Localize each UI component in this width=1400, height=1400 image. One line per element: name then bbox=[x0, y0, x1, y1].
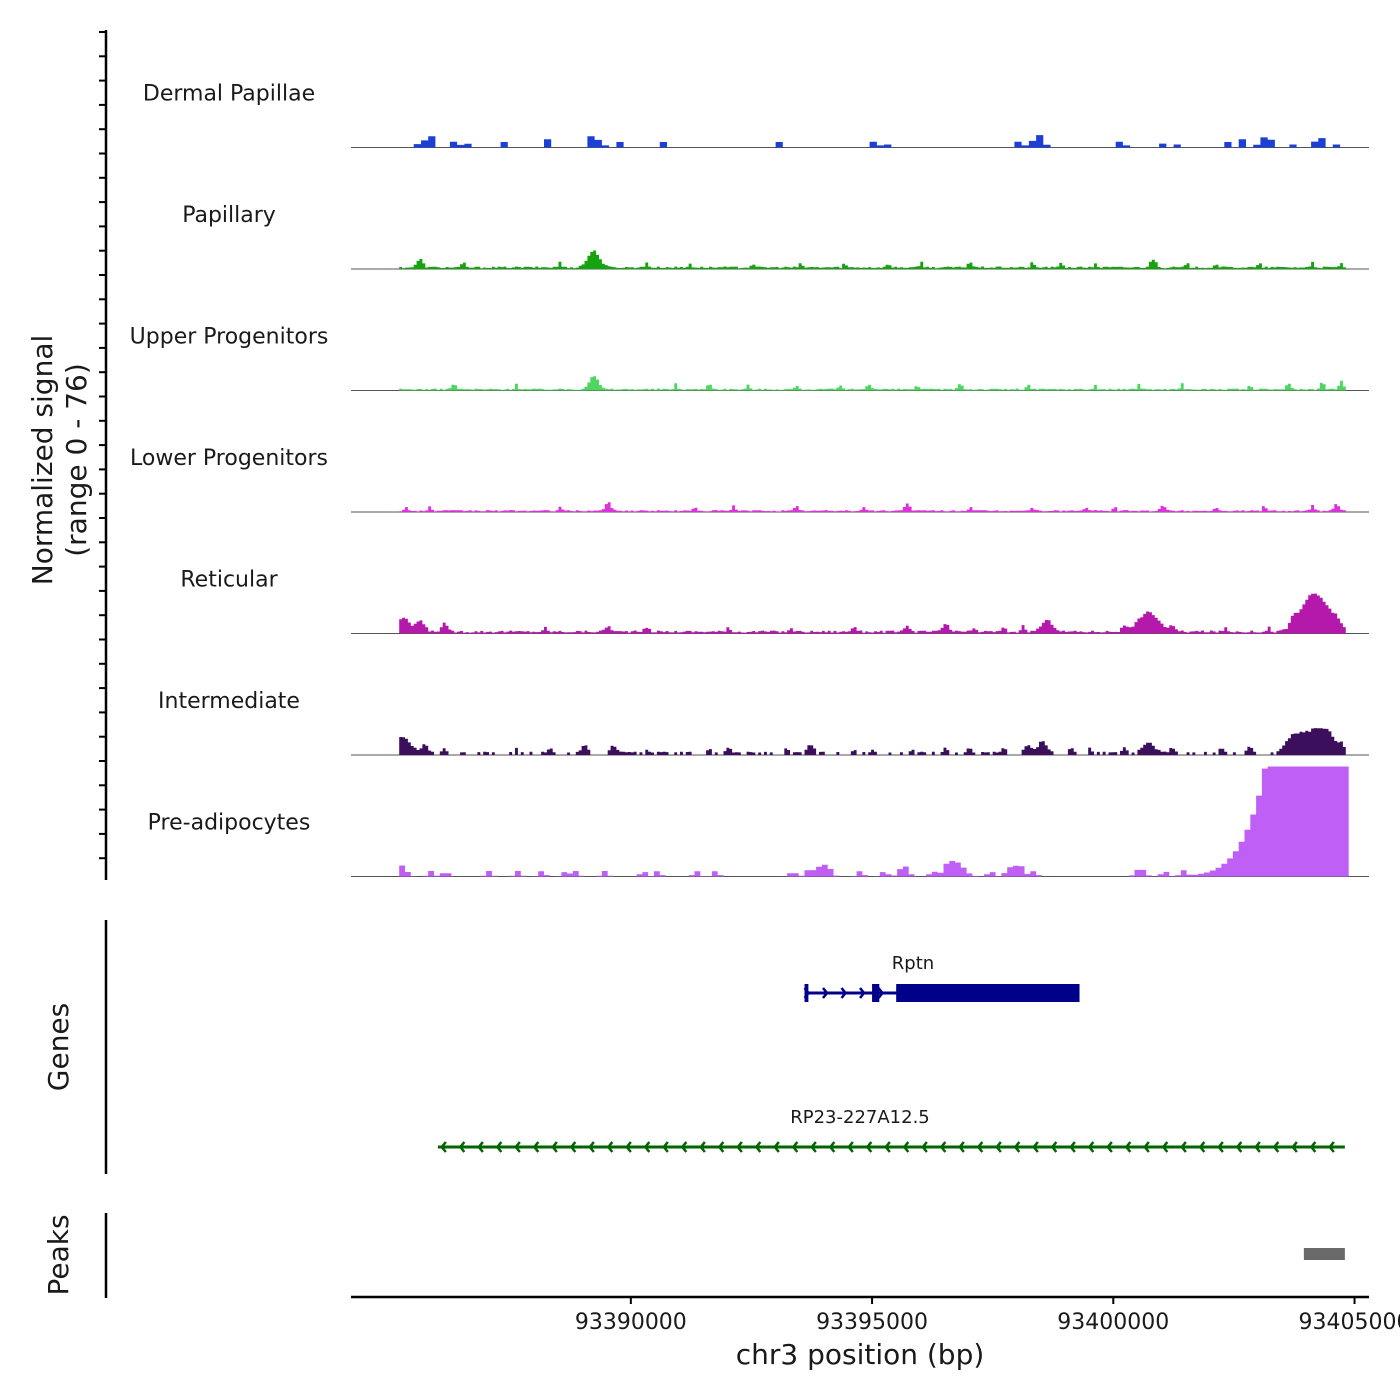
strand-arrow bbox=[551, 1141, 558, 1153]
strand-arrow bbox=[699, 1141, 706, 1153]
track-label: Pre-adipocytes bbox=[148, 811, 311, 836]
track-4: Reticular bbox=[180, 568, 1369, 634]
strand-arrow bbox=[754, 1141, 762, 1153]
gene-0: Rptn bbox=[803, 953, 1080, 1002]
track-signal-area bbox=[399, 502, 1346, 512]
strand-arrow bbox=[662, 1141, 669, 1153]
track-signal-area bbox=[399, 250, 1346, 269]
strand-arrow bbox=[1254, 1141, 1261, 1153]
strand-arrow bbox=[976, 1141, 984, 1153]
strand-arrow bbox=[1143, 1141, 1150, 1153]
strand-arrow bbox=[643, 1141, 651, 1153]
strand-arrow bbox=[495, 1141, 503, 1153]
track-label: Upper Progenitors bbox=[130, 325, 329, 350]
gene-exon bbox=[872, 984, 880, 1002]
peak-regions bbox=[1303, 1248, 1345, 1260]
strand-arrow bbox=[1124, 1141, 1132, 1153]
strand-arrow bbox=[884, 1141, 891, 1153]
track-3: Lower Progenitors bbox=[130, 446, 1369, 513]
x-tick-label: 93395000 bbox=[816, 1310, 928, 1335]
strand-arrow bbox=[1235, 1141, 1243, 1153]
strand-arrow bbox=[958, 1141, 965, 1153]
track-2: Upper Progenitors bbox=[130, 325, 1369, 391]
strand-arrow bbox=[995, 1141, 1002, 1153]
track-1: Papillary bbox=[182, 203, 1369, 270]
strand-arrow bbox=[865, 1141, 873, 1153]
y-axis-label-line1: Normalized signal bbox=[26, 335, 59, 586]
track-signal-area bbox=[399, 593, 1346, 634]
track-label: Papillary bbox=[182, 203, 276, 228]
strand-arrow bbox=[1328, 1141, 1335, 1153]
y-axis-label-line2: (range 0 - 76) bbox=[60, 363, 93, 557]
strand-arrow bbox=[1161, 1141, 1169, 1153]
x-tick-label: 93405000 bbox=[1299, 1310, 1400, 1335]
strand-arrow bbox=[1272, 1141, 1280, 1153]
genes-label: Genes bbox=[42, 1003, 75, 1091]
strand-arrow bbox=[902, 1141, 910, 1153]
strand-arrow bbox=[1180, 1141, 1187, 1153]
gene-name: RP23-227A12.5 bbox=[790, 1107, 930, 1128]
strand-arrow bbox=[1217, 1141, 1224, 1153]
strand-arrow bbox=[791, 1141, 799, 1153]
strand-arrow bbox=[859, 987, 866, 999]
coverage-tracks: Dermal Papillae Papillary Upper Progenitor… bbox=[130, 82, 1369, 877]
gene-annotations: Rptn RP23-227A12.5 bbox=[437, 953, 1345, 1153]
strand-arrow bbox=[810, 1141, 817, 1153]
track-signal-area bbox=[399, 376, 1346, 391]
strand-arrow bbox=[1050, 1141, 1058, 1153]
strand-arrow bbox=[458, 1141, 466, 1153]
strand-arrow bbox=[532, 1141, 540, 1153]
track-signal-area bbox=[399, 728, 1346, 755]
strand-arrow bbox=[514, 1141, 521, 1153]
strand-arrow bbox=[1309, 1141, 1317, 1153]
strand-arrow bbox=[477, 1141, 484, 1153]
strand-arrow bbox=[1069, 1141, 1076, 1153]
x-axis-title: chr3 position (bp) bbox=[736, 1338, 985, 1371]
strand-arrow bbox=[939, 1141, 947, 1153]
strand-arrow bbox=[921, 1141, 928, 1153]
peaks-label: Peaks bbox=[42, 1214, 75, 1295]
x-tick-label: 93390000 bbox=[575, 1310, 687, 1335]
strand-arrow bbox=[773, 1141, 780, 1153]
strand-arrow bbox=[569, 1141, 577, 1153]
strand-arrow bbox=[828, 1141, 836, 1153]
strand-arrow bbox=[588, 1141, 595, 1153]
strand-arrow bbox=[606, 1141, 614, 1153]
track-5: Intermediate bbox=[158, 689, 1369, 756]
strand-arrow bbox=[736, 1141, 743, 1153]
strand-arrow bbox=[680, 1141, 688, 1153]
strand-arrow bbox=[1013, 1141, 1021, 1153]
strand-arrow bbox=[1087, 1141, 1095, 1153]
track-signal-area bbox=[399, 135, 1348, 148]
gene-name: Rptn bbox=[892, 953, 934, 974]
x-axis-ticks: 93390000 93395000 93400000 93405000 bbox=[575, 1297, 1400, 1335]
gene-exon bbox=[896, 984, 1080, 1002]
gene-exon bbox=[804, 984, 809, 1002]
track-label: Dermal Papillae bbox=[143, 82, 315, 107]
strand-arrow bbox=[1198, 1141, 1206, 1153]
strand-arrow bbox=[717, 1141, 725, 1153]
x-tick-label: 93400000 bbox=[1057, 1310, 1169, 1335]
strand-arrow bbox=[625, 1141, 632, 1153]
peak-region bbox=[1303, 1248, 1345, 1260]
strand-arrow bbox=[1291, 1141, 1298, 1153]
track-label: Lower Progenitors bbox=[130, 446, 328, 471]
strand-arrow bbox=[1106, 1141, 1113, 1153]
strand-arrow bbox=[877, 987, 885, 999]
track-6: Pre-adipocytes bbox=[148, 766, 1369, 877]
strand-arrow bbox=[840, 987, 848, 999]
strand-arrow bbox=[847, 1141, 854, 1153]
track-signal-area bbox=[399, 766, 1349, 877]
track-label: Reticular bbox=[180, 568, 278, 593]
track-0: Dermal Papillae bbox=[143, 82, 1369, 148]
strand-arrow bbox=[440, 1141, 447, 1153]
gene-1: RP23-227A12.5 bbox=[437, 1107, 1345, 1153]
strand-arrow bbox=[822, 987, 829, 999]
strand-arrow bbox=[1032, 1141, 1039, 1153]
coverage-y-ticks bbox=[99, 31, 106, 860]
track-label: Intermediate bbox=[158, 689, 300, 714]
